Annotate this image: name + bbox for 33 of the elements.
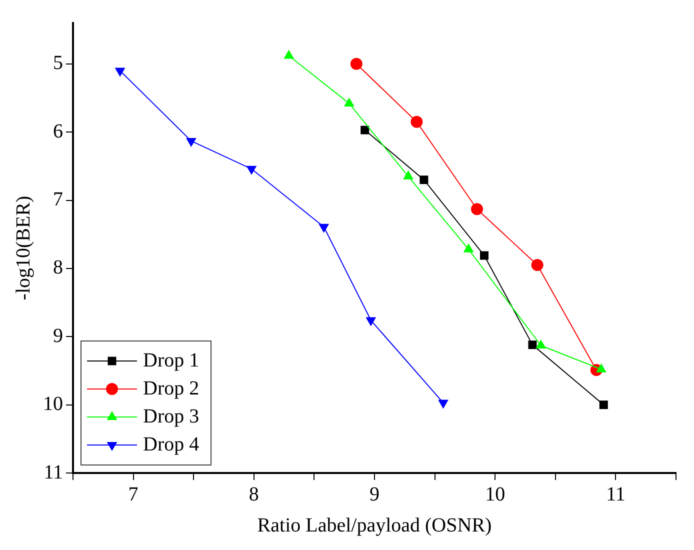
point xyxy=(284,50,294,59)
point xyxy=(599,400,608,410)
x-tick-label: 10 xyxy=(485,483,506,506)
point xyxy=(246,166,257,175)
x-tick-label: 7 xyxy=(128,483,138,506)
x-axis-title: Ratio Label/payload (OSNR) xyxy=(257,514,492,536)
y-tick-label: 5 xyxy=(53,52,63,74)
point xyxy=(186,138,196,147)
point xyxy=(480,251,488,260)
y-tick-label: 6 xyxy=(53,120,63,142)
y-tick-label: 8 xyxy=(53,256,63,279)
point xyxy=(366,317,376,326)
x-tick-label: 8 xyxy=(248,483,259,506)
point xyxy=(438,400,448,409)
y-tick-label: 9 xyxy=(53,324,63,347)
legend-label: Drop 3 xyxy=(143,405,200,428)
point xyxy=(410,116,423,128)
point xyxy=(531,259,544,272)
point xyxy=(471,203,484,216)
legend-label: Drop 2 xyxy=(143,377,200,400)
point xyxy=(528,340,537,350)
legend-label: Drop 1 xyxy=(143,349,200,372)
point xyxy=(420,176,428,184)
point xyxy=(318,224,330,233)
y-tick-label: 11 xyxy=(44,461,63,484)
y-axis-title: -log10(BER) xyxy=(12,196,34,300)
point xyxy=(350,58,362,70)
x-tick-label: 9 xyxy=(370,483,380,506)
y-tick-label: 10 xyxy=(43,393,63,416)
point xyxy=(360,126,370,134)
y-tick-label: 7 xyxy=(53,188,63,211)
legend-label: Drop 4 xyxy=(143,433,200,456)
x-tick-label: 11 xyxy=(606,483,626,506)
